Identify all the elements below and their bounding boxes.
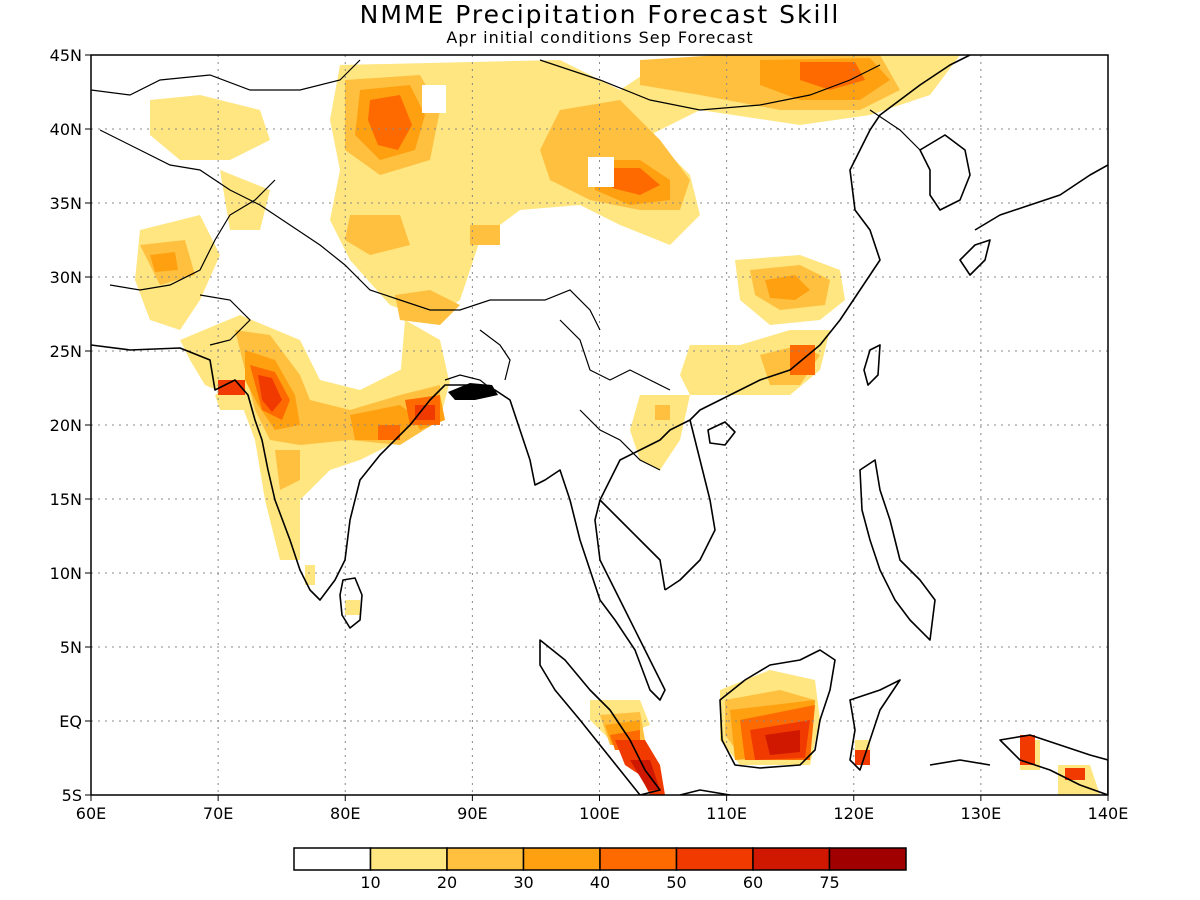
- y-tick-label: 25N: [50, 342, 82, 361]
- colorbar-swatch: [828, 847, 907, 871]
- y-tick-label: 20N: [50, 416, 82, 435]
- colorbar-label: 30: [513, 873, 533, 892]
- x-tick-label: 90E: [457, 804, 487, 823]
- x-tick-label: 120E: [833, 804, 874, 823]
- x-tick-label: 140E: [1088, 804, 1129, 823]
- y-tick-label: 5S: [62, 786, 82, 805]
- y-tick-label: 10N: [50, 564, 82, 583]
- y-tick-label: 40N: [50, 120, 82, 139]
- colorbar-label: 75: [819, 873, 839, 892]
- y-tick-label: 30N: [50, 268, 82, 287]
- y-tick-label: 5N: [60, 638, 82, 657]
- colorbar-swatch: [369, 847, 448, 871]
- y-axis: 45N 40N 35N 30N 25N 20N 15N 10N 5N EQ 5S: [50, 46, 91, 805]
- colorbar-label: 10: [360, 873, 380, 892]
- coastlines: [91, 55, 1108, 795]
- colorbar-swatch: [522, 847, 601, 871]
- colorbar-swatch: [675, 847, 754, 871]
- x-tick-label: 80E: [330, 804, 360, 823]
- y-tick-label: 15N: [50, 490, 82, 509]
- colorbar-swatch: [446, 847, 525, 871]
- colorbar-label: 40: [590, 873, 610, 892]
- colorbar-label: 60: [743, 873, 763, 892]
- y-tick-label: 35N: [50, 194, 82, 213]
- x-axis: 60E 70E 80E 90E 100E 110E 120E 130E 140E: [76, 795, 1129, 823]
- x-tick-label: 70E: [203, 804, 233, 823]
- colorbar-swatch: [599, 847, 678, 871]
- x-tick-label: 130E: [961, 804, 1002, 823]
- colorbar-label: 20: [437, 873, 457, 892]
- chart-subtitle: Apr initial conditions Sep Forecast: [446, 28, 754, 47]
- colorbar-swatch: [293, 847, 372, 871]
- x-tick-label: 110E: [706, 804, 747, 823]
- colorbar: 10 20 30 40 50 60 75: [293, 847, 907, 892]
- colorbar-label: 50: [666, 873, 686, 892]
- skill-shading: [135, 55, 1100, 795]
- x-tick-label: 60E: [76, 804, 106, 823]
- y-tick-label: 45N: [50, 46, 82, 65]
- x-tick-label: 100E: [579, 804, 620, 823]
- gridlines: [91, 55, 1108, 795]
- y-tick-label: EQ: [59, 712, 82, 731]
- colorbar-swatch: [752, 847, 831, 871]
- chart-title: NMME Precipitation Forecast Skill: [359, 0, 841, 29]
- ganges-delta: [448, 383, 498, 400]
